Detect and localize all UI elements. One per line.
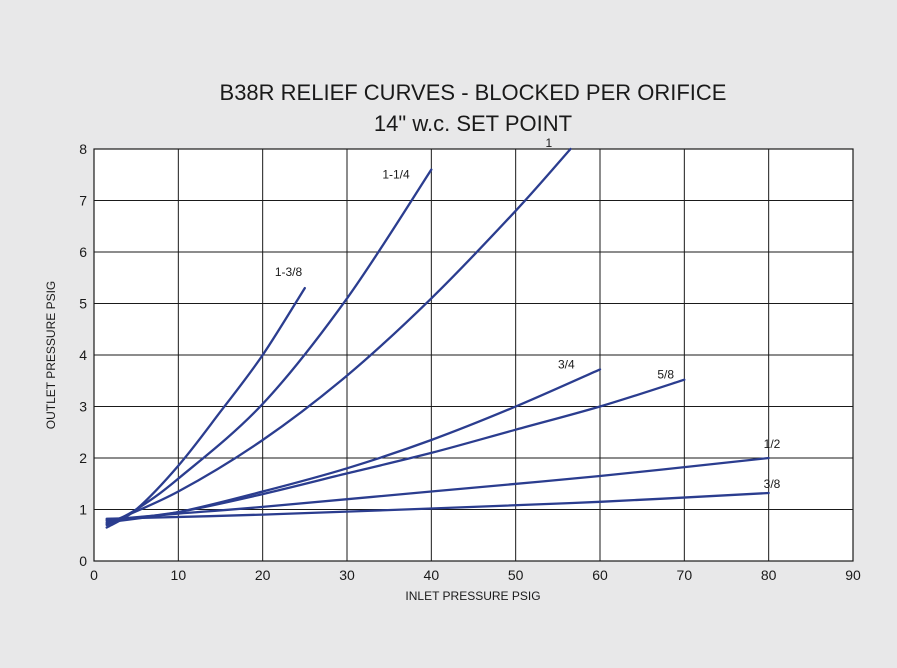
series-labels: 1-3/8 1-1/4 1 3/4 5/8 1/2 3/8 (275, 136, 781, 491)
x-tick-label: 10 (171, 567, 187, 583)
grid (93, 148, 854, 562)
chart-title: B38R RELIEF CURVES - BLOCKED PER ORIFICE (220, 80, 727, 105)
x-tick-label: 50 (508, 567, 524, 583)
series-line-3-8 (105, 491, 770, 520)
x-axis-ticks: 0 10 20 30 40 50 60 70 80 90 (90, 567, 861, 583)
x-tick-label: 30 (339, 567, 355, 583)
y-tick-label: 8 (79, 141, 87, 157)
series-line-1 (105, 147, 572, 526)
y-axis-ticks: 0 1 2 3 4 5 6 7 8 (79, 141, 87, 569)
y-tick-label: 1 (79, 502, 87, 518)
x-tick-label: 80 (761, 567, 777, 583)
x-tick-label: 40 (424, 567, 440, 583)
series-label-1-2: 1/2 (764, 437, 781, 451)
series-label-3-8: 3/8 (764, 477, 781, 491)
x-axis-label: INLET PRESSURE PSIG (405, 589, 540, 603)
y-tick-label: 6 (79, 244, 87, 260)
x-tick-label: 70 (677, 567, 693, 583)
series-line-1-1-4 (105, 168, 433, 527)
x-tick-label: 60 (592, 567, 608, 583)
x-tick-label: 0 (90, 567, 98, 583)
y-axis-label: OUTLET PRESSURE PSIG (44, 281, 58, 429)
series-line-5-8 (105, 378, 686, 522)
series-label-1-1-4: 1-1/4 (382, 168, 410, 182)
y-tick-label: 3 (79, 399, 87, 415)
series-label-5-8: 5/8 (657, 368, 674, 382)
series-lines (105, 147, 770, 529)
x-tick-label: 90 (845, 567, 861, 583)
x-tick-label: 20 (255, 567, 271, 583)
y-tick-label: 7 (79, 193, 87, 209)
series-line-1-2 (105, 456, 770, 521)
y-tick-label: 5 (79, 296, 87, 312)
series-label-1: 1 (545, 136, 552, 150)
series-label-1-3-8: 1-3/8 (275, 265, 303, 279)
y-tick-label: 2 (79, 450, 87, 466)
chart-subtitle: 14" w.c. SET POINT (374, 111, 572, 136)
series-label-3-4: 3/4 (558, 357, 575, 371)
y-tick-label: 4 (79, 347, 87, 363)
y-tick-label: 0 (79, 553, 87, 569)
